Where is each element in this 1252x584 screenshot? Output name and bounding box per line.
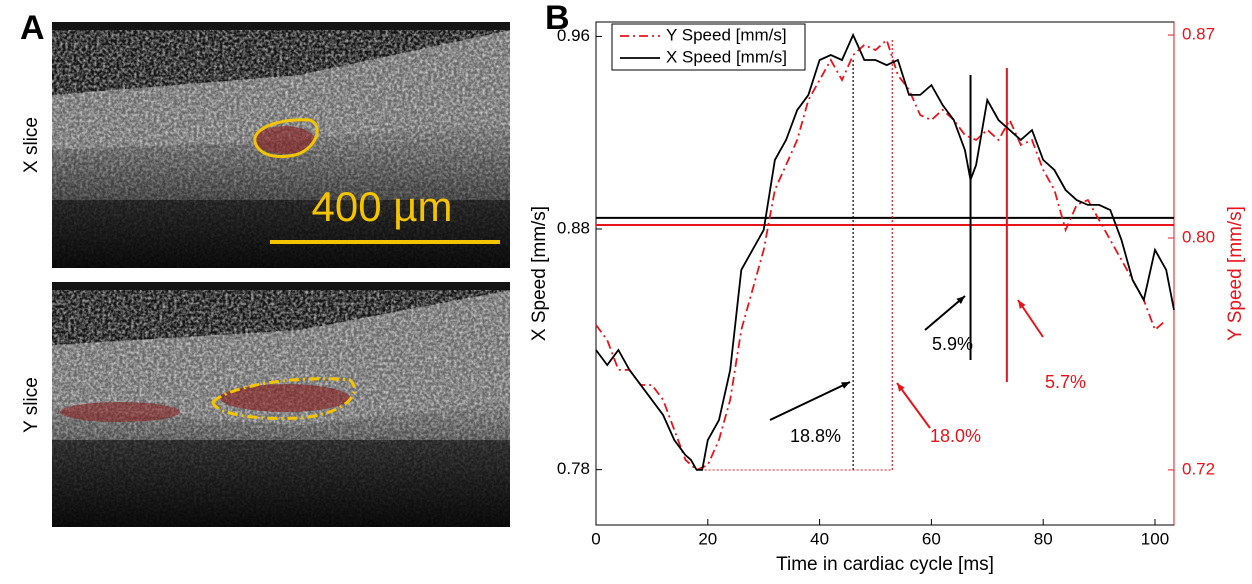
x-tick-label: 0 [591, 529, 600, 548]
x-tick-label: 40 [810, 529, 829, 548]
legend-label: Y Speed [mm/s] [666, 25, 787, 44]
arrow-head [956, 296, 965, 305]
annotation: 18.8% [790, 426, 841, 446]
x-tick-label: 60 [922, 529, 941, 548]
y-slice-image [52, 282, 510, 527]
image-label: X slice [21, 117, 42, 173]
x-tick-label: 80 [1034, 529, 1053, 548]
annotation: 5.7% [1045, 372, 1086, 392]
x-tick-label: 100 [1141, 529, 1169, 548]
y2-tick-label: 0.72 [1182, 459, 1215, 478]
y2-axis-title: Y Speed [mm/s] [1225, 206, 1246, 341]
y-tick-label: 0.96 [557, 26, 590, 45]
arrow [896, 382, 931, 429]
panel-label: B [545, 0, 570, 37]
arrow-head [897, 383, 905, 392]
series-line [595, 32, 1175, 471]
x-slice-image [52, 22, 510, 268]
panel-label: A [20, 9, 45, 47]
annotation: 18.0% [930, 426, 981, 446]
legend-label: X Speed [mm/s] [666, 47, 787, 66]
y-tick-label: 0.88 [557, 218, 590, 237]
legend-box [611, 23, 806, 71]
scale-bar-label: 400 µm [312, 183, 453, 230]
arrow-head [1018, 300, 1026, 309]
plot-frame [595, 21, 1175, 526]
series-line [595, 38, 1167, 471]
y2-tick-label: 0.80 [1182, 227, 1215, 246]
arrow-head [841, 382, 850, 389]
annotation: 5.9% [932, 334, 973, 354]
arrow [924, 295, 966, 331]
x-tick-label: 20 [698, 529, 717, 548]
y-axis-title: X Speed [mm/s] [529, 206, 550, 341]
image-label: Y slice [21, 377, 42, 433]
x-axis-title: Time in cardiac cycle [ms] [776, 554, 994, 575]
arrow [769, 381, 851, 421]
y2-tick-label: 0.87 [1182, 25, 1215, 44]
y-tick-label: 0.78 [557, 459, 590, 478]
